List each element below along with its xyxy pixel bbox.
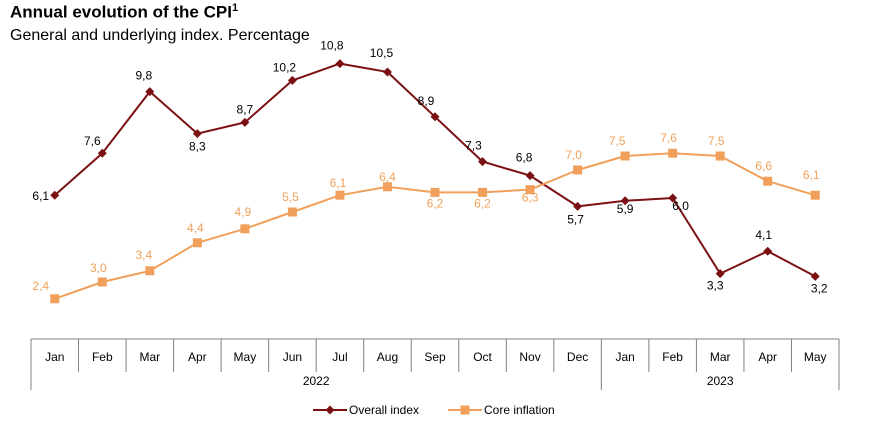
- overall-index-point: [97, 148, 107, 158]
- chart-subtitle: General and underlying index. Percentage: [10, 27, 310, 44]
- core-inflation-data-label: 7,0: [565, 148, 582, 162]
- core-inflation-data-label: 7,5: [708, 134, 725, 148]
- legend-marker-diamond: [325, 405, 335, 415]
- x-axis-year-label: 2023: [707, 374, 734, 388]
- core-inflation-data-label: 7,5: [609, 134, 626, 148]
- core-inflation-point: [240, 224, 250, 234]
- overall-index-data-label: 9,8: [135, 69, 152, 83]
- core-inflation-data-label: 6,2: [427, 196, 444, 210]
- x-axis-tick-label: Apr: [188, 350, 207, 364]
- x-axis-tick-label: Nov: [519, 350, 540, 364]
- overall-index-point: [382, 67, 392, 77]
- x-axis-tick-label: Feb: [662, 350, 683, 364]
- overall-index-point: [335, 59, 345, 69]
- x-axis-tick-label: Jul: [332, 350, 347, 364]
- overall-index-data-label: 6,1: [32, 189, 49, 203]
- overall-index-point: [240, 117, 250, 127]
- core-inflation-point: [620, 151, 630, 161]
- legend-marker-square: [460, 405, 470, 415]
- overall-index-data-label: 7,6: [84, 134, 101, 148]
- core-inflation-point: [430, 187, 440, 197]
- overall-index-data-label: 10,8: [320, 39, 344, 53]
- x-axis-year-label: 2022: [303, 374, 330, 388]
- x-axis-tick-label: Mar: [139, 350, 160, 364]
- core-inflation-data-label: 5,5: [282, 190, 299, 204]
- x-axis-tick-label: Dec: [567, 350, 588, 364]
- overall-index-point: [763, 246, 773, 256]
- core-inflation-point: [668, 148, 678, 158]
- core-inflation-point: [192, 238, 202, 248]
- overall-index-data-label: 8,7: [237, 102, 254, 116]
- overall-index-point: [620, 196, 630, 206]
- chart-title: Annual evolution of the CPI1: [10, 2, 239, 22]
- core-inflation-point: [145, 266, 155, 276]
- core-inflation-point: [335, 190, 345, 200]
- overall-index-point: [145, 87, 155, 97]
- x-axis-tick-label: Jan: [615, 350, 634, 364]
- overall-index-point: [573, 201, 583, 211]
- series-line-overall-index: [54, 62, 816, 278]
- core-inflation-data-label: 6,1: [330, 176, 347, 190]
- overall-index-data-label: 7,3: [465, 139, 482, 153]
- core-inflation-point: [287, 207, 297, 217]
- x-axis-tick-label: Oct: [473, 350, 492, 364]
- core-inflation-point: [810, 190, 820, 200]
- core-inflation-data-label: 6,2: [474, 196, 491, 210]
- legend-entry-label: Overall index: [349, 403, 419, 417]
- x-axis-tick-label: Mar: [710, 350, 731, 364]
- overall-index-data-label: 5,9: [617, 202, 634, 216]
- x-axis-tick-label: May: [234, 350, 257, 364]
- overall-index-data-label: 10,5: [370, 46, 394, 60]
- core-inflation-point: [525, 185, 535, 195]
- x-axis-tick-label: Feb: [92, 350, 113, 364]
- overall-index-data-label: 8,3: [189, 140, 206, 154]
- core-inflation-point: [573, 165, 583, 175]
- overall-index-point: [478, 157, 488, 167]
- overall-index-point: [50, 190, 60, 200]
- core-inflation-data-label: 7,6: [660, 131, 677, 145]
- core-inflation-data-label: 2,4: [32, 279, 49, 293]
- overall-index-point: [287, 75, 297, 85]
- x-axis-tick-label: Apr: [758, 350, 777, 364]
- overall-index-point: [810, 271, 820, 281]
- core-inflation-data-label: 3,0: [90, 261, 107, 275]
- core-inflation-data-label: 6,4: [379, 170, 396, 184]
- overall-index-point: [668, 193, 678, 203]
- core-inflation-point: [763, 176, 773, 186]
- x-axis-tick-label: Jan: [45, 350, 64, 364]
- core-inflation-data-label: 4,9: [235, 205, 252, 219]
- core-inflation-point: [478, 187, 488, 197]
- overall-index-point: [430, 112, 440, 122]
- overall-index-point: [715, 269, 725, 279]
- core-inflation-data-label: 6,6: [755, 159, 772, 173]
- overall-index-point: [192, 129, 202, 139]
- overall-index-data-label: 10,2: [273, 60, 297, 74]
- core-inflation-point: [50, 294, 60, 304]
- overall-index-data-label: 3,3: [707, 279, 724, 293]
- overall-index-data-label: 5,7: [567, 212, 584, 226]
- legend-entry-label: Core inflation: [484, 403, 555, 417]
- x-axis-tick-label: May: [804, 350, 827, 364]
- x-axis-tick-label: Sep: [424, 350, 446, 364]
- core-inflation-data-label: 6,1: [803, 168, 820, 182]
- core-inflation-data-label: 3,4: [135, 248, 152, 262]
- core-inflation-data-label: 4,4: [187, 221, 204, 235]
- core-inflation-point: [715, 151, 725, 161]
- overall-index-data-label: 6,0: [672, 199, 689, 213]
- overall-index-point: [525, 171, 535, 181]
- x-axis-tick-label: Jun: [283, 350, 302, 364]
- overall-index-data-label: 4,1: [755, 228, 772, 242]
- core-inflation-point: [382, 182, 392, 192]
- title-footnote-marker: 1: [231, 2, 239, 14]
- overall-index-data-label: 8,9: [418, 94, 435, 108]
- core-inflation-point: [97, 277, 107, 287]
- overall-index-data-label: 3,2: [811, 281, 828, 295]
- overall-index-data-label: 6,8: [516, 151, 533, 165]
- x-axis-tick-label: Aug: [377, 350, 398, 364]
- series-line-core-inflation: [54, 152, 816, 300]
- core-inflation-data-label: 6,3: [522, 191, 539, 205]
